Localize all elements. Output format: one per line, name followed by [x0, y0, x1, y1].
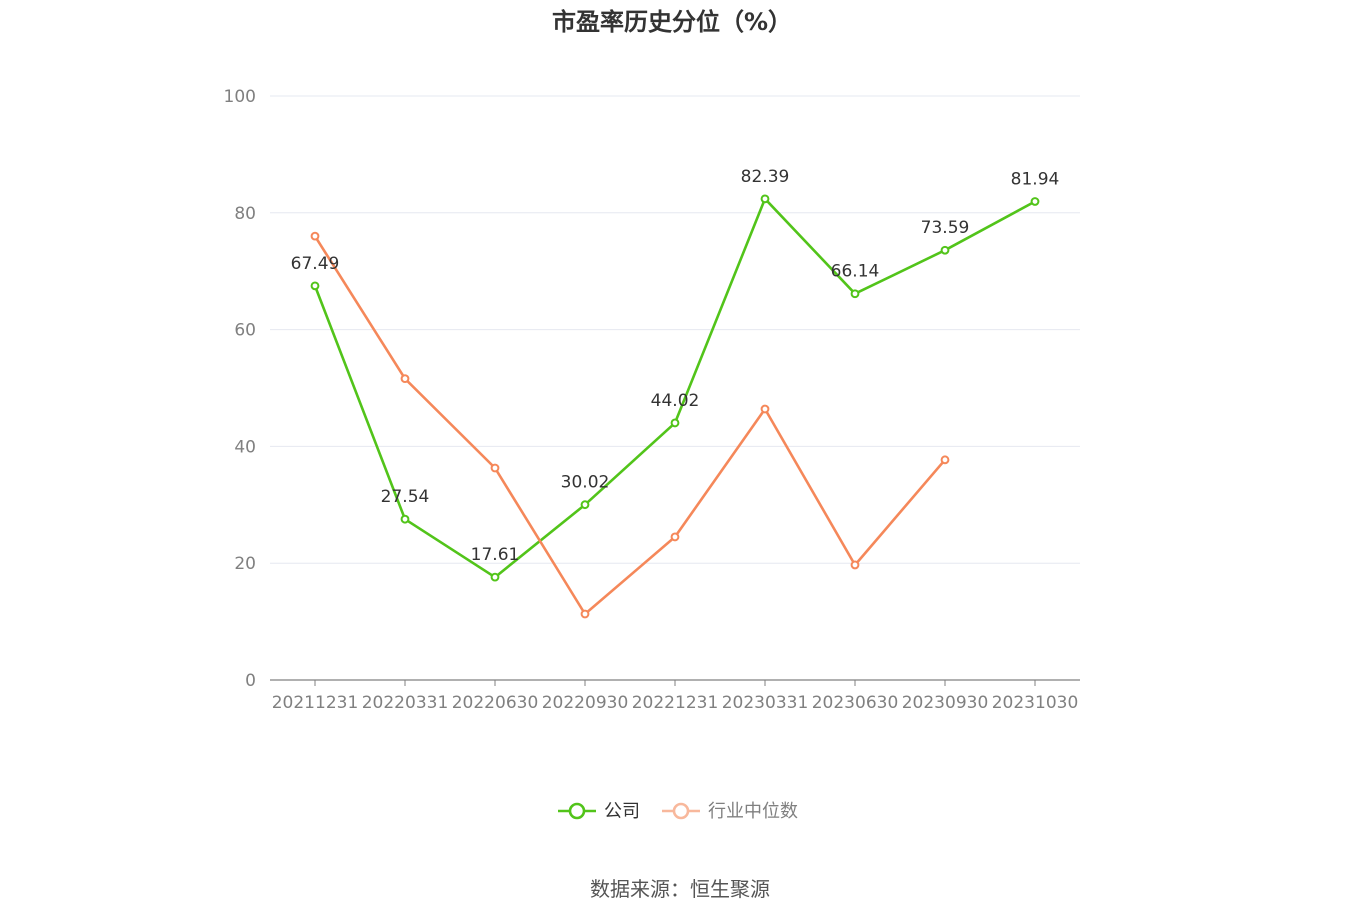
data-label: 44.02 — [651, 391, 700, 411]
data-point[interactable] — [760, 194, 770, 204]
data-label: 27.54 — [381, 487, 430, 507]
grid — [270, 95, 1080, 564]
y-tick-label: 60 — [234, 321, 256, 341]
series — [310, 194, 1040, 619]
x-tick-label: 20220630 — [452, 693, 539, 713]
data-label: 82.39 — [741, 167, 790, 187]
data-point[interactable] — [670, 532, 680, 542]
data-label: 66.14 — [831, 262, 880, 282]
data-point[interactable] — [310, 231, 320, 241]
legend-label: 公司 — [604, 801, 640, 822]
x-tick-label: 20220930 — [542, 693, 629, 713]
x-tick-label: 20221231 — [632, 693, 719, 713]
data-point[interactable] — [400, 374, 410, 384]
data-point[interactable] — [760, 404, 770, 414]
data-label: 30.02 — [561, 473, 610, 493]
series-line-1 — [313, 197, 1036, 579]
legend[interactable]: 公司 行业中位数 — [558, 801, 798, 822]
data-point[interactable] — [490, 463, 500, 473]
data-label: 67.49 — [291, 254, 340, 274]
y-tick-label: 80 — [234, 204, 256, 224]
legend-marker — [568, 802, 586, 820]
x-tick-label: 20220331 — [362, 693, 449, 713]
data-label: 73.59 — [921, 218, 970, 238]
data-point[interactable] — [580, 609, 590, 619]
data-point[interactable] — [940, 245, 950, 255]
legend-item-1[interactable]: 公司 — [558, 801, 640, 822]
x-tick-label: 20231030 — [992, 693, 1079, 713]
x-tick-label: 20230331 — [722, 693, 809, 713]
chart-title: 市盈率历史分位（%） — [552, 8, 792, 36]
data-labels: 67.49 27.54 17.61 30.02 44.02 82.39 66.14 73.59… — [291, 167, 1060, 565]
series-line-2 — [313, 235, 946, 616]
legend-label: 行业中位数 — [708, 801, 798, 822]
data-point[interactable] — [490, 572, 500, 582]
data-point[interactable] — [940, 455, 950, 465]
legend-marker — [672, 802, 690, 820]
legend-item-2[interactable]: 行业中位数 — [662, 801, 798, 822]
data-label: 17.61 — [471, 545, 520, 565]
x-tick-label: 20230930 — [902, 693, 989, 713]
x-tick-label: 20230630 — [812, 693, 899, 713]
y-tick-label: 20 — [234, 554, 256, 574]
data-point[interactable] — [850, 560, 860, 570]
x-tick-label: 20211231 — [272, 693, 359, 713]
y-tick-label: 40 — [234, 437, 256, 457]
y-tick-label: 0 — [245, 671, 256, 691]
data-point[interactable] — [400, 514, 410, 524]
data-point[interactable] — [850, 289, 860, 299]
data-label: 81.94 — [1011, 169, 1060, 189]
data-point[interactable] — [310, 281, 320, 291]
y-tick-label: 100 — [224, 87, 256, 107]
source-note: 数据来源：恒生聚源 — [590, 877, 770, 901]
data-point[interactable] — [670, 418, 680, 428]
data-point[interactable] — [1030, 197, 1040, 206]
data-point[interactable] — [580, 500, 590, 510]
